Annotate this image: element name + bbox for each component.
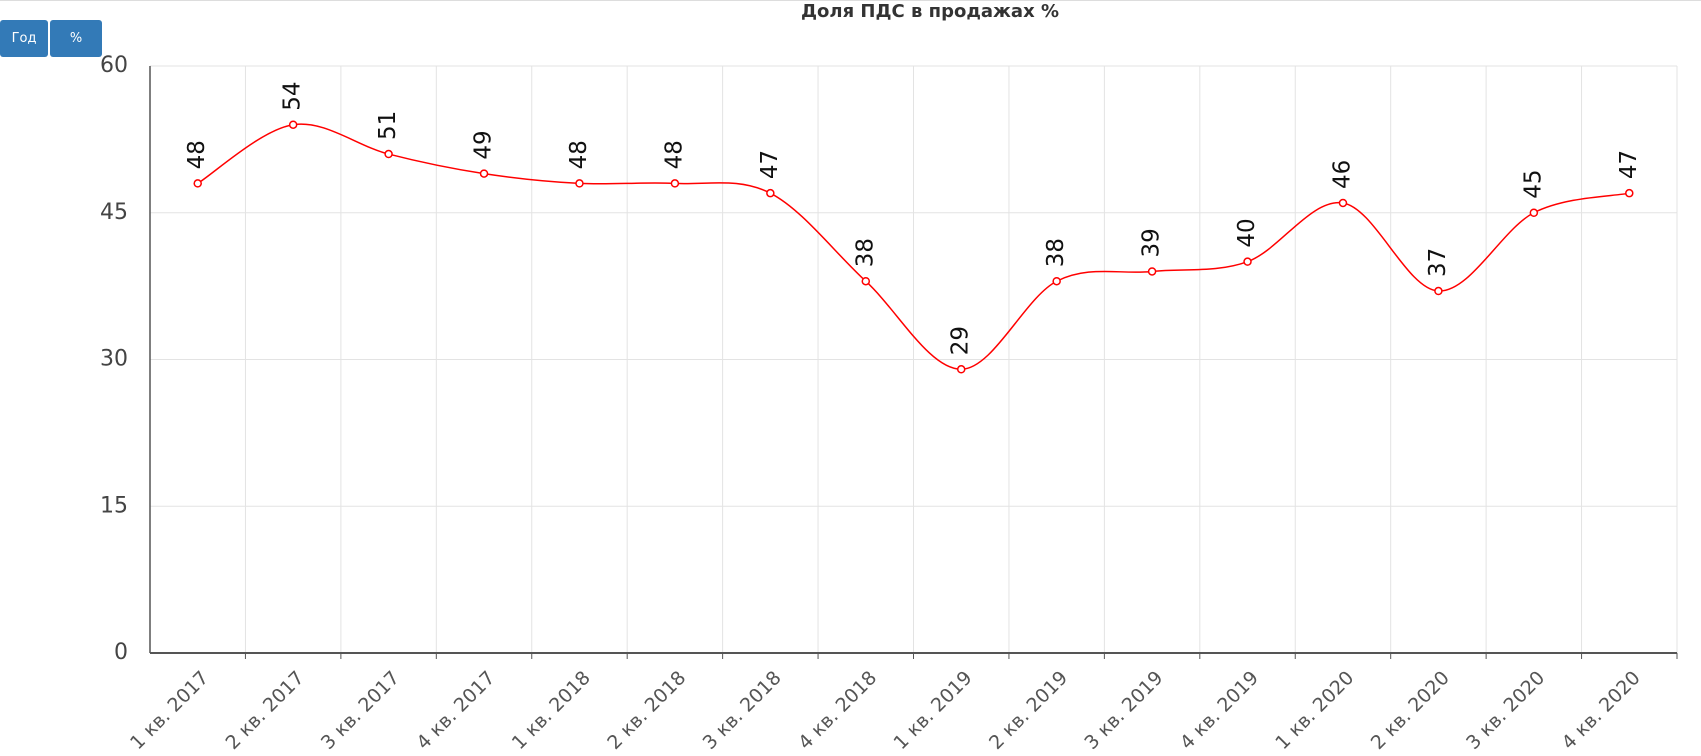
x-tick-label: 4 кв. 2020 [1558, 667, 1645, 754]
y-tick-label: 15 [100, 493, 128, 518]
year-button[interactable]: Год [0, 20, 48, 57]
data-label: 37 [1425, 248, 1451, 277]
y-tick-label: 45 [100, 200, 128, 225]
line [197, 123, 1630, 371]
data-label: 48 [566, 140, 592, 169]
point [670, 179, 680, 188]
point [575, 179, 584, 188]
data-label: 48 [661, 140, 687, 169]
x-tick-label: 2 кв. 2018 [603, 667, 690, 754]
data-label: 54 [280, 81, 306, 110]
point [1243, 257, 1252, 266]
data-label: 40 [1234, 218, 1260, 247]
x-tick-label: 2 кв. 2020 [1367, 667, 1454, 754]
point [1052, 276, 1061, 286]
data-label: 38 [1043, 238, 1069, 267]
data-label: 51 [375, 111, 401, 140]
x-tick-label: 1 кв. 2017 [126, 667, 213, 754]
x-tick-label: 1 кв. 2019 [890, 667, 977, 754]
x-tick-label: 4 кв. 2018 [794, 667, 881, 754]
point [1529, 208, 1539, 217]
percent-button[interactable]: % [50, 20, 102, 57]
x-tick-label: 4 кв. 2017 [412, 667, 499, 754]
x-tick-label: 2 кв. 2017 [221, 667, 308, 754]
data-label: 39 [1139, 228, 1165, 257]
x-tick-label: 3 кв. 2018 [699, 667, 786, 754]
x-tick-label: 2 кв. 2019 [985, 667, 1072, 754]
x-tick-label: 3 кв. 2019 [1080, 667, 1167, 754]
point [384, 149, 393, 159]
point [861, 276, 871, 286]
y-tick-label: 30 [100, 347, 128, 372]
chart-title: Доля ПДС в продажах % [801, 1, 1059, 22]
point [288, 120, 298, 129]
point [1625, 188, 1634, 198]
data-label: 49 [471, 130, 497, 159]
data-label: 47 [757, 150, 783, 179]
data-label: 46 [1329, 160, 1355, 189]
x-tick-label: 3 кв. 2020 [1462, 667, 1549, 754]
data-label: 38 [852, 238, 878, 267]
x-tick-label: 1 кв. 2020 [1271, 667, 1358, 754]
data-label: 29 [948, 326, 974, 355]
point [479, 169, 489, 178]
data-label: 47 [1616, 150, 1642, 179]
data-label: 48 [184, 140, 210, 169]
x-tick-label: 1 кв. 2018 [508, 667, 595, 754]
data-label: 45 [1520, 169, 1546, 198]
point [1434, 286, 1443, 296]
x-tick-label: 3 кв. 2017 [317, 667, 404, 754]
point [766, 188, 775, 198]
point [1147, 267, 1157, 276]
y-tick-label: 60 [100, 53, 128, 78]
point [956, 365, 966, 374]
point [1338, 198, 1348, 208]
x-tick-label: 4 кв. 2019 [1176, 667, 1263, 754]
point [193, 179, 202, 188]
y-tick-label: 0 [114, 640, 128, 665]
